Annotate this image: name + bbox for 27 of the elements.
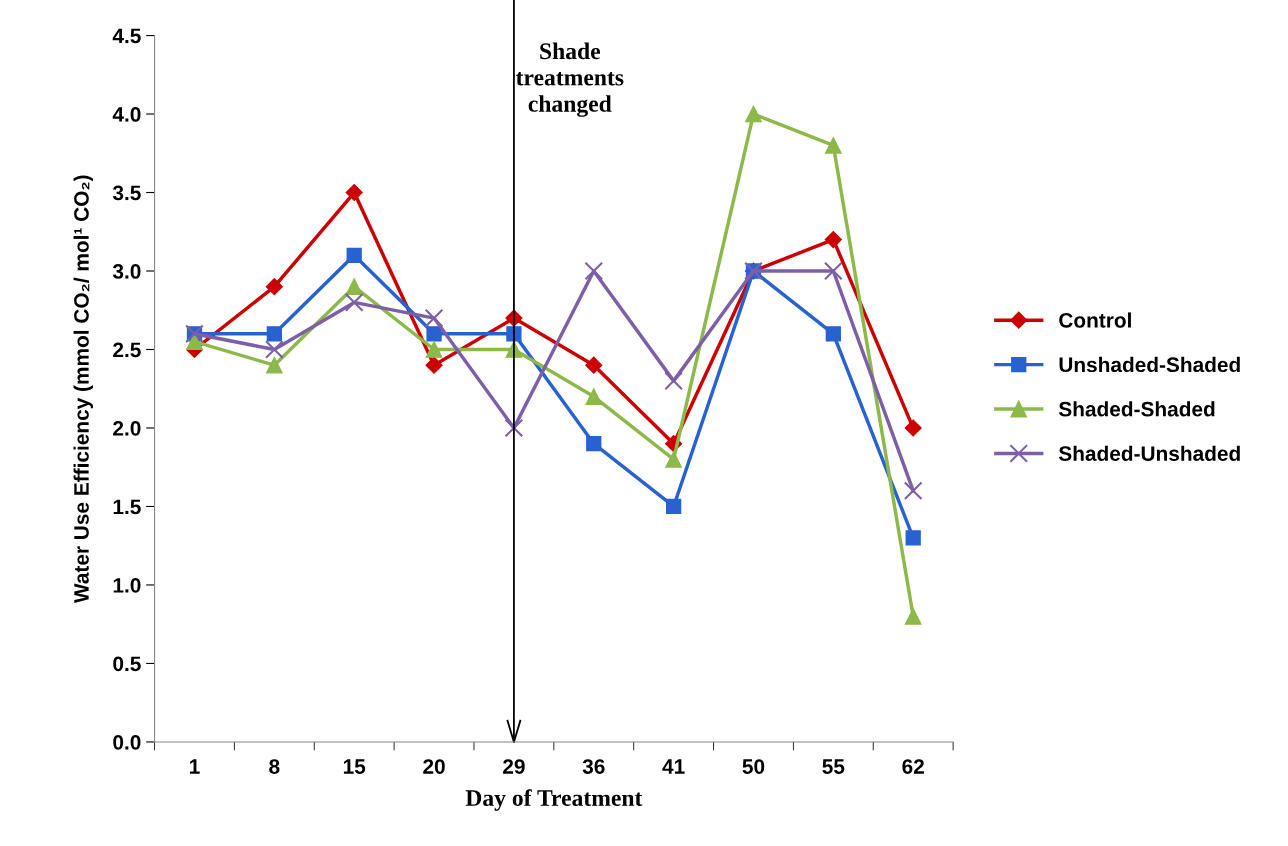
x-tick-label: 41 <box>662 759 685 774</box>
x-tick-label: 62 <box>902 759 924 774</box>
x-tick-label: 8 <box>269 759 280 774</box>
y-tick-label: 3.5 <box>112 185 141 201</box>
y-tick-label: 2.5 <box>113 342 141 358</box>
x-axis-title: Day of Treatment <box>465 789 643 811</box>
y-axis-title: Water Use Efficiency (mmol CO₂/ mol¹ CO₂) <box>73 175 93 604</box>
legend-label: Unshaded-Shaded <box>1059 356 1240 373</box>
y-tick-label: 4.5 <box>112 28 141 44</box>
y-tick-label: 1.0 <box>113 577 141 593</box>
legend-label: Shaded-Unshaded <box>1058 445 1240 461</box>
x-tick-label: 50 <box>742 759 765 774</box>
legend-label: Control <box>1059 312 1131 328</box>
ref-line-label: Shade treatments changed <box>515 42 624 117</box>
legend-label: Shaded-Shaded <box>1058 401 1215 417</box>
x-tick-label: 29 <box>503 759 525 774</box>
x-tick-label: 55 <box>822 759 845 774</box>
x-tick-label: 36 <box>582 759 605 774</box>
y-tick-label: 0.0 <box>113 734 141 750</box>
y-tick-label: 2.0 <box>113 420 141 436</box>
x-tick-label: 20 <box>423 759 445 774</box>
y-tick-label: 1.5 <box>113 499 141 515</box>
y-tick-label: 4.0 <box>112 107 141 122</box>
y-tick-label: 3.0 <box>112 264 141 279</box>
x-tick-label: 15 <box>343 759 366 774</box>
x-tick-label: 1 <box>190 759 200 774</box>
y-tick-label: 0.5 <box>113 656 141 672</box>
